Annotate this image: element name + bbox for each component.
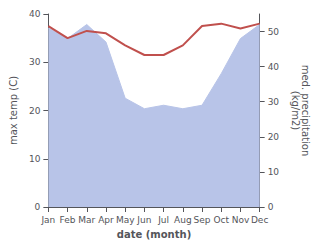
svg-text:Mar: Mar bbox=[78, 215, 95, 225]
svg-text:Nov: Nov bbox=[232, 215, 250, 225]
svg-text:30: 30 bbox=[29, 57, 41, 67]
svg-text:0: 0 bbox=[35, 202, 41, 212]
svg-text:Jul: Jul bbox=[157, 215, 169, 225]
svg-text:Dec: Dec bbox=[251, 215, 268, 225]
svg-text:Apr: Apr bbox=[98, 215, 114, 225]
svg-text:40: 40 bbox=[29, 9, 41, 19]
svg-text:50: 50 bbox=[268, 27, 280, 37]
svg-text:10: 10 bbox=[29, 154, 41, 164]
svg-text:40: 40 bbox=[268, 62, 280, 72]
svg-text:0: 0 bbox=[268, 202, 274, 212]
svg-text:(kg/m2): (kg/m2) bbox=[290, 91, 301, 131]
svg-text:Feb: Feb bbox=[60, 215, 76, 225]
svg-text:date (month): date (month) bbox=[117, 229, 191, 240]
svg-text:20: 20 bbox=[29, 106, 41, 116]
svg-text:May: May bbox=[116, 215, 135, 225]
svg-text:Aug: Aug bbox=[174, 215, 192, 225]
svg-text:Jun: Jun bbox=[136, 215, 151, 225]
svg-text:20: 20 bbox=[268, 132, 280, 142]
svg-text:max temp (C): max temp (C) bbox=[8, 76, 19, 145]
svg-text:30: 30 bbox=[268, 97, 280, 107]
svg-text:Sep: Sep bbox=[194, 215, 211, 225]
svg-text:med. precipitation: med. precipitation bbox=[299, 64, 311, 157]
svg-text:Jan: Jan bbox=[40, 215, 55, 225]
svg-text:Oct: Oct bbox=[213, 215, 229, 225]
svg-text:10: 10 bbox=[268, 167, 280, 177]
